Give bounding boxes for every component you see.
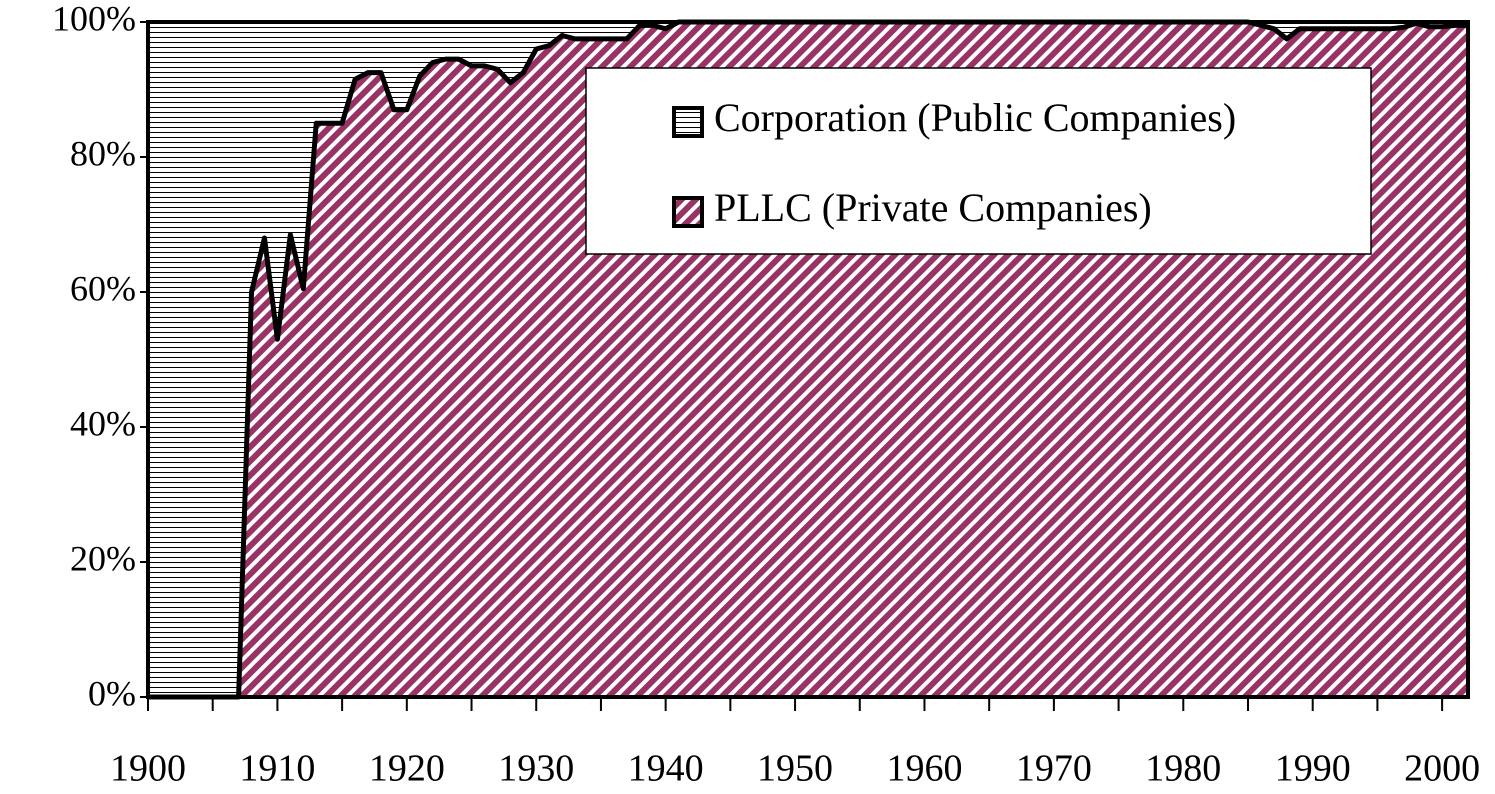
area xyxy=(148,22,1468,697)
x-tick-label: 1930 xyxy=(498,748,574,790)
x-tick-label: 1910 xyxy=(239,748,315,790)
x-tick-label: 1970 xyxy=(1016,748,1092,790)
y-tick-label: 0% xyxy=(88,673,136,713)
legend-label: Corporation (Public Companies) xyxy=(714,95,1236,140)
x-tick-label: 1980 xyxy=(1145,748,1221,790)
legend-box xyxy=(585,67,1372,255)
legend-swatch xyxy=(672,106,704,138)
x-tick-label: 1920 xyxy=(369,748,445,790)
x-tick-label: 1900 xyxy=(110,748,186,790)
y-tick-label: 100% xyxy=(52,0,136,38)
x-tick-label: 1960 xyxy=(886,748,962,790)
x-tick-label: 1990 xyxy=(1275,748,1351,790)
x-tick-label: 1940 xyxy=(628,748,704,790)
y-tick-label: 40% xyxy=(70,403,136,443)
x-tick-label: 2000 xyxy=(1404,748,1480,790)
x-tick-label: 1950 xyxy=(757,748,833,790)
y-tick-label: 60% xyxy=(70,268,136,308)
plot-border xyxy=(146,20,1470,699)
legend: Corporation (Public Companies) PLLC (Priv… xyxy=(585,67,1372,255)
legend-swatch xyxy=(672,196,704,228)
y-tick-label: 20% xyxy=(70,538,136,578)
legend-label: PLLC (Private Companies) xyxy=(714,185,1152,230)
y-tick-label: 80% xyxy=(70,133,136,173)
